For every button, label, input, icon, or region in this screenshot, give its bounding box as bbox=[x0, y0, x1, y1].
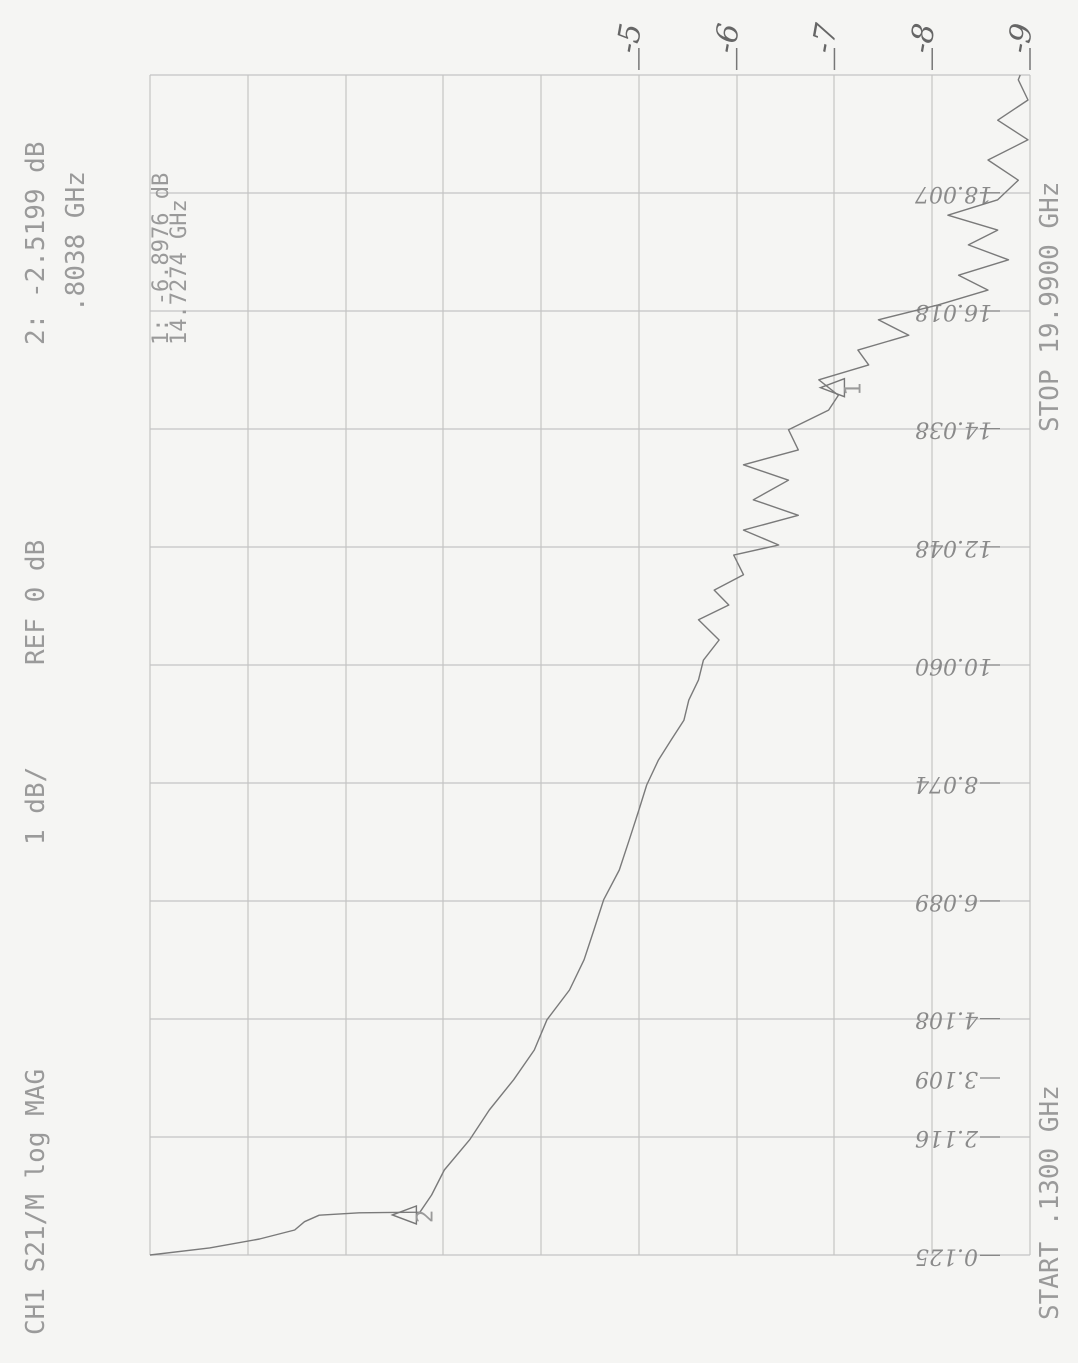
x-tick-label: 3.109 bbox=[915, 1066, 978, 1091]
y-tick-label: -7 bbox=[805, 20, 845, 56]
start-label: START .1300 GHz bbox=[1035, 1085, 1065, 1320]
marker-readout: 2: -2.5199 dB bbox=[21, 142, 51, 346]
y-tick-label: -5 bbox=[610, 21, 650, 56]
marker-label: 1 bbox=[841, 382, 866, 395]
chart-title: CH1 S21/M log MAG bbox=[21, 1069, 51, 1335]
marker-readout: 1: -6.8976 dB bbox=[149, 173, 174, 345]
x-tick-label: 4.108 bbox=[915, 1007, 979, 1032]
plot-grid bbox=[149, 74, 1031, 1256]
x-tick-label: 6.089 bbox=[915, 889, 978, 914]
x-tick-label: 18.007 bbox=[915, 181, 992, 206]
trace bbox=[149, 74, 1029, 1256]
y-tick-label: -6 bbox=[708, 21, 748, 56]
marker-frequency: 14.7274 GHz bbox=[167, 199, 192, 345]
stop-label: STOP 19.9900 GHz bbox=[1035, 182, 1065, 432]
x-tick-label: 14.038 bbox=[915, 417, 992, 442]
x-tick-label: 10.060 bbox=[915, 653, 992, 678]
y-tick-label: -9 bbox=[1001, 21, 1041, 56]
marker-label: 2 bbox=[413, 1210, 438, 1223]
x-tick-label: 0.125 bbox=[915, 1243, 978, 1268]
marker bbox=[390, 1204, 418, 1225]
x-tick-label: 2.116 bbox=[915, 1125, 979, 1150]
reference-label: REF 0 dB bbox=[21, 540, 51, 665]
x-tick-label: 8.074 bbox=[915, 771, 978, 796]
x-tick-label: 12.048 bbox=[915, 535, 992, 560]
marker bbox=[818, 377, 846, 398]
y-tick-label: -8 bbox=[903, 21, 943, 56]
scale-label: 1 dB/ bbox=[21, 767, 51, 845]
x-tick-label: 16.018 bbox=[915, 299, 992, 324]
marker-frequency: .8038 GHz bbox=[61, 171, 91, 312]
